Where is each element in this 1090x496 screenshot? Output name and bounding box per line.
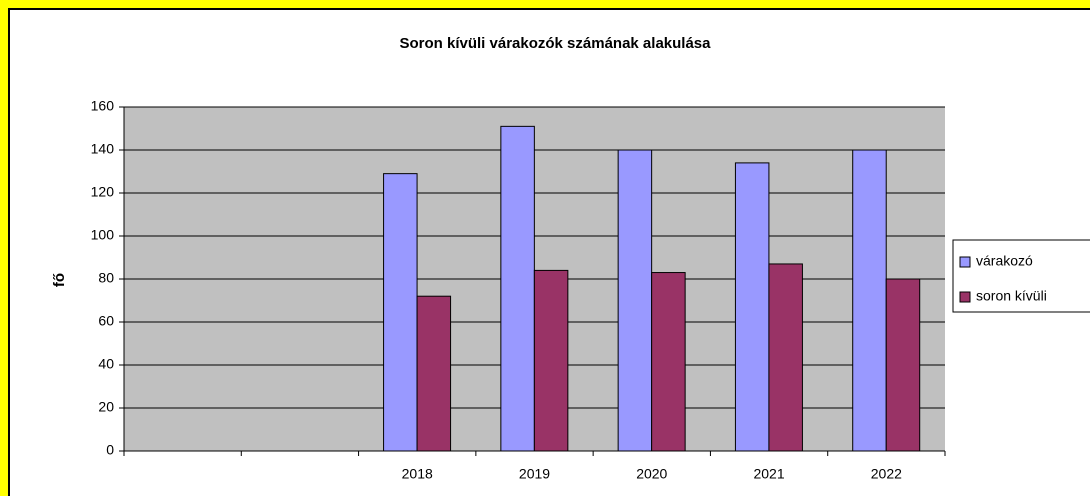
bar bbox=[651, 272, 686, 452]
y-tick-label: 60 bbox=[98, 313, 114, 329]
chart-title: Soron kívüli várakozók számának alakulás… bbox=[400, 35, 712, 52]
y-tick-label: 40 bbox=[98, 356, 114, 372]
x-tick-label: 2021 bbox=[753, 466, 784, 482]
y-tick-label: 0 bbox=[106, 442, 114, 458]
legend-box bbox=[952, 239, 1090, 313]
y-tick-label: 80 bbox=[98, 270, 114, 286]
bar bbox=[416, 295, 452, 452]
bar bbox=[500, 125, 535, 452]
bar bbox=[885, 278, 921, 452]
bar bbox=[617, 149, 653, 452]
y-tick-label: 20 bbox=[98, 399, 114, 415]
x-tick-label: 2018 bbox=[402, 466, 433, 482]
legend-label: soron kívüli bbox=[976, 288, 1047, 304]
y-tick-label: 100 bbox=[91, 227, 115, 243]
x-tick-label: 2020 bbox=[636, 466, 667, 482]
y-axis-label: fő bbox=[51, 273, 68, 287]
legend-swatch bbox=[959, 291, 971, 303]
x-tick-label: 2019 bbox=[519, 466, 550, 482]
legend-label: várakozó bbox=[976, 253, 1033, 269]
bar bbox=[533, 269, 569, 452]
bar bbox=[768, 263, 803, 452]
y-tick-label: 160 bbox=[91, 98, 115, 114]
bar bbox=[852, 149, 887, 452]
y-tick-label: 120 bbox=[91, 184, 115, 200]
bar bbox=[383, 173, 418, 452]
x-tick-label: 2022 bbox=[871, 466, 902, 482]
bar bbox=[734, 162, 770, 452]
y-tick-label: 140 bbox=[91, 141, 115, 157]
legend-swatch bbox=[959, 256, 971, 268]
